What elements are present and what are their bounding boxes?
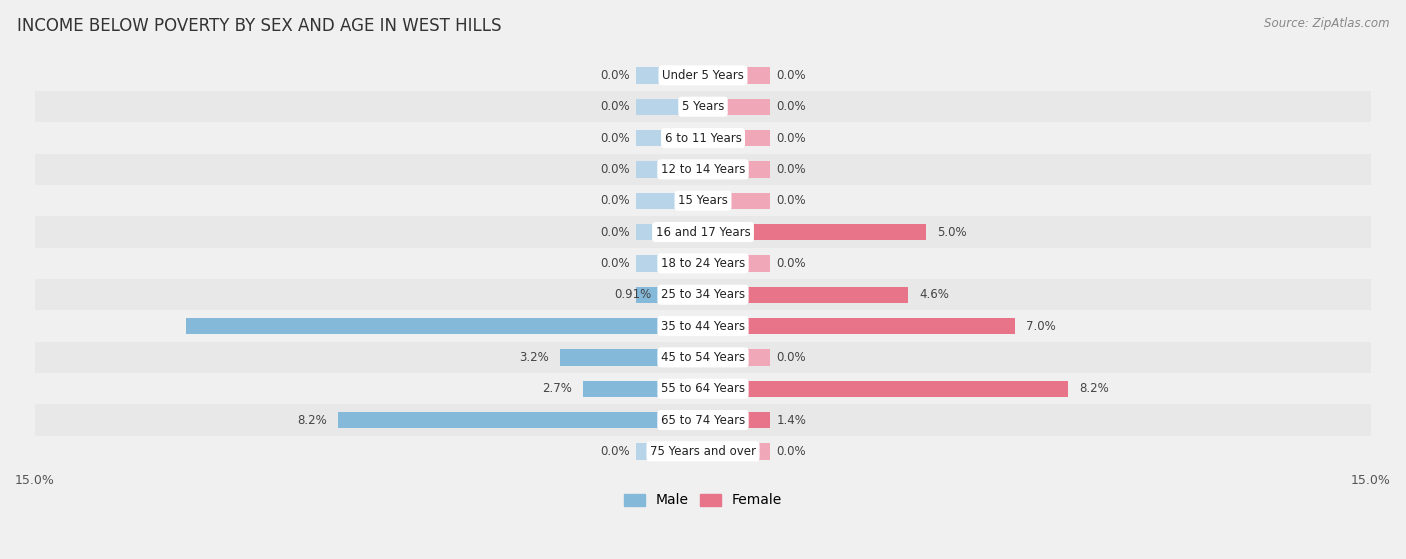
Bar [35, 216, 1371, 248]
Text: 45 to 54 Years: 45 to 54 Years [661, 351, 745, 364]
Text: 0.0%: 0.0% [600, 69, 630, 82]
Bar [636, 98, 703, 115]
Text: 0.0%: 0.0% [776, 163, 806, 176]
Bar [636, 443, 703, 459]
Bar [337, 412, 703, 428]
Text: 0.0%: 0.0% [600, 131, 630, 145]
Bar [35, 373, 1371, 404]
Text: 8.2%: 8.2% [297, 414, 326, 427]
Text: 15 Years: 15 Years [678, 194, 728, 207]
Bar [35, 435, 1371, 467]
Bar [636, 130, 703, 146]
Bar [703, 192, 770, 209]
Bar [561, 349, 703, 366]
Bar [703, 98, 770, 115]
Text: 75 Years and over: 75 Years and over [650, 445, 756, 458]
Text: 8.2%: 8.2% [1080, 382, 1109, 395]
Bar [703, 255, 770, 272]
Text: 6 to 11 Years: 6 to 11 Years [665, 131, 741, 145]
Bar [35, 122, 1371, 154]
Bar [703, 161, 770, 178]
Text: 2.7%: 2.7% [541, 382, 572, 395]
Bar [703, 381, 1069, 397]
Text: 55 to 64 Years: 55 to 64 Years [661, 382, 745, 395]
Text: 1.4%: 1.4% [776, 414, 807, 427]
Text: 0.0%: 0.0% [600, 163, 630, 176]
Text: 0.0%: 0.0% [776, 131, 806, 145]
Bar [35, 342, 1371, 373]
Bar [703, 349, 770, 366]
Text: 3.2%: 3.2% [520, 351, 550, 364]
Bar [35, 154, 1371, 185]
Bar [35, 91, 1371, 122]
Bar [636, 224, 703, 240]
Text: 7.0%: 7.0% [1026, 320, 1056, 333]
Text: 0.91%: 0.91% [614, 288, 651, 301]
Text: 12 to 14 Years: 12 to 14 Years [661, 163, 745, 176]
Text: 0.0%: 0.0% [776, 100, 806, 113]
Text: 4.6%: 4.6% [920, 288, 949, 301]
Text: 0.0%: 0.0% [600, 445, 630, 458]
Text: 5.0%: 5.0% [936, 225, 966, 239]
Bar [703, 224, 925, 240]
Bar [703, 287, 908, 303]
Bar [35, 310, 1371, 342]
Text: 0.0%: 0.0% [776, 69, 806, 82]
Bar [636, 67, 703, 83]
Bar [187, 318, 703, 334]
Text: 25 to 34 Years: 25 to 34 Years [661, 288, 745, 301]
Bar [35, 279, 1371, 310]
Text: 18 to 24 Years: 18 to 24 Years [661, 257, 745, 270]
Text: 5 Years: 5 Years [682, 100, 724, 113]
Text: 0.0%: 0.0% [776, 257, 806, 270]
Bar [703, 67, 770, 83]
Bar [636, 192, 703, 209]
Bar [703, 130, 770, 146]
Bar [636, 287, 703, 303]
Text: 0.0%: 0.0% [776, 194, 806, 207]
Text: 65 to 74 Years: 65 to 74 Years [661, 414, 745, 427]
Legend: Male, Female: Male, Female [619, 488, 787, 513]
Text: INCOME BELOW POVERTY BY SEX AND AGE IN WEST HILLS: INCOME BELOW POVERTY BY SEX AND AGE IN W… [17, 17, 502, 35]
Text: 0.0%: 0.0% [600, 194, 630, 207]
Text: 0.0%: 0.0% [600, 100, 630, 113]
Bar [636, 161, 703, 178]
Text: 0.0%: 0.0% [776, 351, 806, 364]
Text: 0.0%: 0.0% [600, 257, 630, 270]
Text: Source: ZipAtlas.com: Source: ZipAtlas.com [1264, 17, 1389, 30]
Text: Under 5 Years: Under 5 Years [662, 69, 744, 82]
Bar [35, 185, 1371, 216]
Bar [703, 412, 770, 428]
Text: 11.6%: 11.6% [681, 320, 721, 333]
Bar [703, 318, 1015, 334]
Bar [582, 381, 703, 397]
Text: 0.0%: 0.0% [776, 445, 806, 458]
Text: 0.0%: 0.0% [600, 225, 630, 239]
Bar [35, 60, 1371, 91]
Bar [35, 404, 1371, 435]
Bar [703, 443, 770, 459]
Text: 16 and 17 Years: 16 and 17 Years [655, 225, 751, 239]
Bar [35, 248, 1371, 279]
Bar [636, 255, 703, 272]
Text: 35 to 44 Years: 35 to 44 Years [661, 320, 745, 333]
